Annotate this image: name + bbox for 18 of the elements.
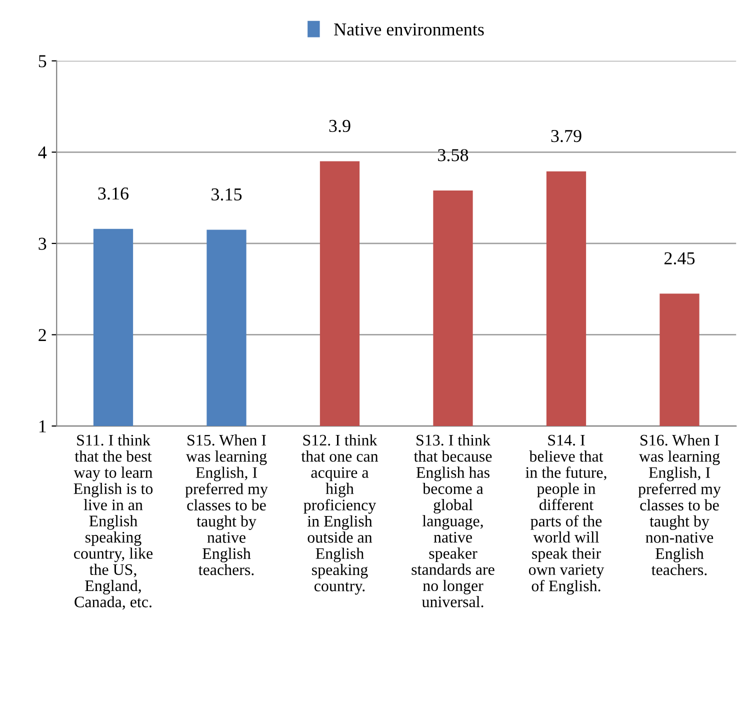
- legend-label: Native environments: [334, 23, 484, 36]
- category-label: S12. I think that one can acquire a high proficiency in English outside an English speaking country.: [301, 434, 378, 595]
- y-tick-label: 3: [38, 238, 46, 250]
- category-label: S15. When I was learning English, I preferred my classes to be taught by native English teachers.: [185, 434, 268, 576]
- category-label: S14. I believe that in the future, people in different parts of the world will speak their own variety of English.: [526, 434, 606, 595]
- data-label: 2.45: [664, 252, 695, 264]
- category-label: S11. I think that the best way to learn English is to live in an English speaking country, like the US, England, Canada, etc.: [74, 434, 153, 610]
- y-tick-label: 5: [38, 55, 46, 68]
- y-tick-label: 1: [39, 420, 46, 432]
- data-label: 3.79: [551, 130, 582, 142]
- data-label: 3.58: [438, 149, 468, 162]
- data-label: 3.15: [212, 188, 242, 201]
- category-label: S13. I think that because English has become a global language, native speaker standards are no longer universal.: [412, 434, 494, 608]
- data-label: 3.9: [329, 120, 350, 132]
- y-tick-label: 2: [38, 329, 46, 341]
- category-label: S16. When I was learning English, I preferred my classes to be taught by non-native English teachers.: [638, 434, 721, 576]
- y-tick-label: 4: [38, 146, 47, 158]
- data-label: 3.16: [98, 187, 129, 200]
